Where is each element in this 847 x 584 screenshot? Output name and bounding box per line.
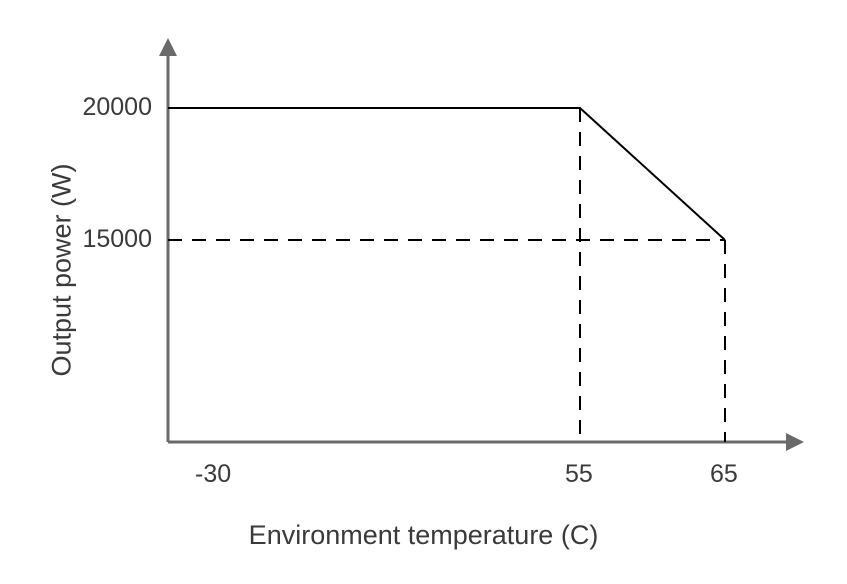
x-tick-65: 65 (710, 460, 738, 489)
y-axis-label: Output power (W) (47, 163, 78, 376)
y-tick-15000: 15000 (82, 225, 152, 254)
chart-canvas (0, 0, 847, 584)
x-tick-neg30: -30 (195, 460, 231, 489)
derating-chart: Output power (W) Environment temperature… (0, 0, 847, 584)
x-axis-label: Environment temperature (C) (249, 520, 599, 551)
x-tick-55: 55 (565, 460, 593, 489)
y-tick-20000: 20000 (82, 93, 152, 122)
